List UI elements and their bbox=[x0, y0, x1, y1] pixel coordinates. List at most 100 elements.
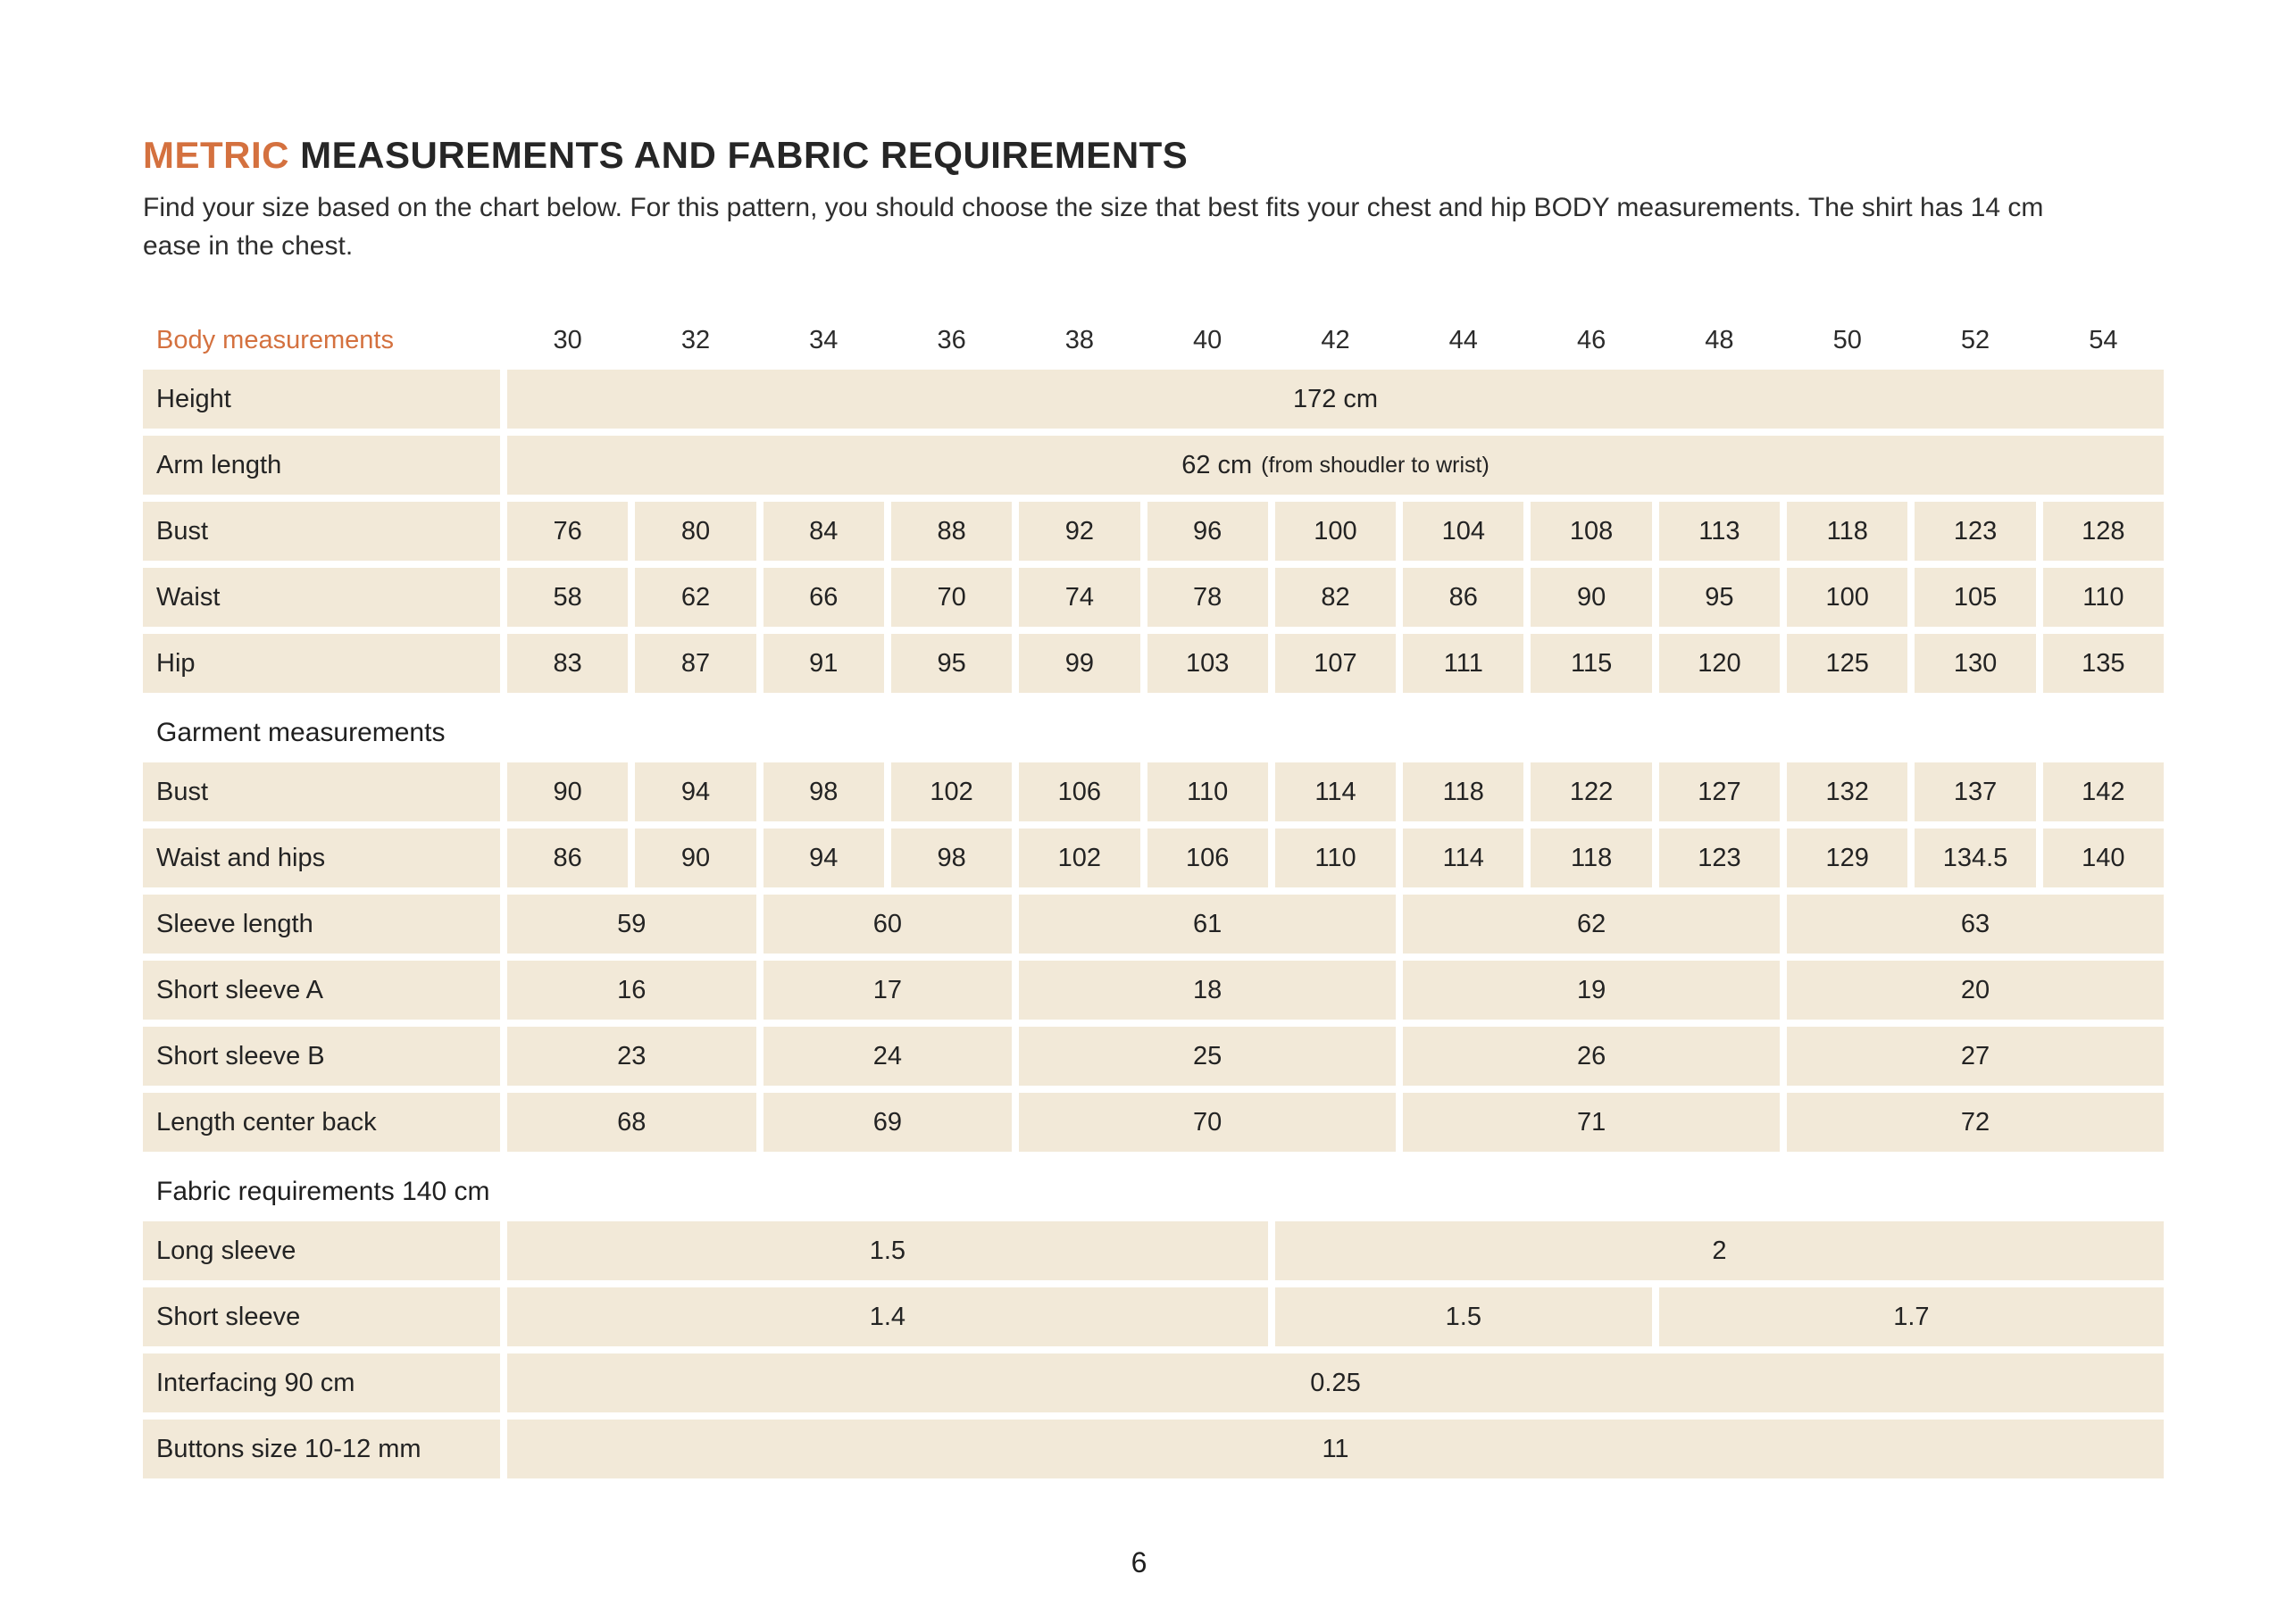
pattern-size-page: METRIC MEASUREMENTS AND FABRIC REQUIREME… bbox=[143, 134, 2164, 1479]
size-column-header: 46 bbox=[1576, 326, 1606, 355]
value-cell: 118 bbox=[1531, 829, 1652, 888]
value-cell: 62 bbox=[635, 568, 756, 628]
value-cell: 105 bbox=[1915, 568, 2036, 628]
value-cell: 120 bbox=[1658, 634, 1781, 694]
value-cell: 70 bbox=[890, 568, 1013, 628]
row-label: Length center back bbox=[143, 1093, 500, 1153]
row-label: Bust bbox=[143, 502, 500, 562]
table-row: Short sleeve A 16 17 18 19 20 bbox=[143, 961, 2164, 1020]
size-column-header: 52 bbox=[1960, 326, 1990, 355]
value-cell: 132 bbox=[1787, 762, 1908, 822]
value-cell: 0.25 bbox=[507, 1353, 2164, 1413]
value-cell: 94 bbox=[763, 829, 884, 888]
table-row: Waist and hips 86 90 94 98 102 106 110 114 118 123… bbox=[143, 829, 2164, 888]
size-header-row: Body measurements 30 32 34 36 38 40 42 44 46 48 50… bbox=[143, 326, 2164, 355]
value-cell: 140 bbox=[2042, 829, 2164, 888]
table-row: Short sleeve 1.4 1.5 1.7 bbox=[143, 1287, 2164, 1347]
value-cell: 115 bbox=[1531, 634, 1652, 694]
value-cell: 111 bbox=[1403, 634, 1524, 694]
value-cell: 100 bbox=[1274, 502, 1397, 562]
value-cell: 60 bbox=[763, 895, 1013, 954]
value-cell: 137 bbox=[1915, 762, 2036, 822]
value-cell: 17 bbox=[763, 961, 1013, 1020]
value-cell: 95 bbox=[890, 634, 1013, 694]
size-column-header: 32 bbox=[680, 326, 711, 355]
value-cell: 102 bbox=[890, 762, 1013, 822]
value-cell: 96 bbox=[1147, 502, 1268, 562]
value-cell: 104 bbox=[1403, 502, 1524, 562]
value-cell: 62 bbox=[1403, 895, 1781, 954]
size-column-header: 48 bbox=[1705, 326, 1734, 355]
value-cell: 142 bbox=[2042, 762, 2164, 822]
value-cell: 82 bbox=[1274, 568, 1397, 628]
value-cell: 69 bbox=[763, 1093, 1013, 1153]
value-cell: 24 bbox=[763, 1027, 1013, 1087]
page-title-highlight: METRIC bbox=[143, 134, 289, 176]
value-cell: 90 bbox=[1531, 568, 1652, 628]
value-cell: 123 bbox=[1915, 502, 2036, 562]
value-cell: 118 bbox=[1403, 762, 1524, 822]
value-cell: 1.5 bbox=[507, 1221, 1268, 1281]
page-title-rest: MEASUREMENTS AND FABRIC REQUIREMENTS bbox=[300, 134, 1189, 176]
value-cell: 68 bbox=[507, 1093, 756, 1153]
value-cell: 106 bbox=[1147, 829, 1268, 888]
table-row: Arm length 62 cm (from shoudler to wrist) bbox=[143, 436, 2164, 496]
value-cell: 86 bbox=[507, 829, 629, 888]
row-label: Short sleeve bbox=[143, 1287, 500, 1347]
row-label: Short sleeve B bbox=[143, 1027, 500, 1087]
value-cell: 95 bbox=[1658, 568, 1781, 628]
size-column-header: 44 bbox=[1448, 326, 1478, 355]
table-row: Height 172 cm bbox=[143, 370, 2164, 429]
value-cell: 100 bbox=[1787, 568, 1908, 628]
value-cell: 122 bbox=[1531, 762, 1652, 822]
value-cell: 2 bbox=[1274, 1221, 2164, 1281]
value-cell: 94 bbox=[635, 762, 756, 822]
size-column-header: 42 bbox=[1321, 326, 1350, 355]
value-cell: 110 bbox=[1147, 762, 1268, 822]
table-row: Short sleeve B 23 24 25 26 27 bbox=[143, 1027, 2164, 1087]
body-measurements-label: Body measurements bbox=[156, 326, 394, 355]
value-cell: 130 bbox=[1915, 634, 2036, 694]
value-cell: 76 bbox=[507, 502, 629, 562]
value-cell: 70 bbox=[1019, 1093, 1397, 1153]
value-cell: 61 bbox=[1019, 895, 1397, 954]
section-label: Garment measurements bbox=[156, 718, 446, 748]
value-cell: 84 bbox=[763, 502, 884, 562]
page-number: 6 bbox=[1131, 1546, 1147, 1578]
value-cell: 90 bbox=[635, 829, 756, 888]
value-cell: 59 bbox=[507, 895, 756, 954]
size-column-header: 40 bbox=[1193, 326, 1222, 355]
table-row: Length center back 68 69 70 71 72 bbox=[143, 1093, 2164, 1153]
value-cell: 114 bbox=[1274, 762, 1397, 822]
value-cell: 113 bbox=[1658, 502, 1781, 562]
value-cell: 110 bbox=[2042, 568, 2164, 628]
value-cell: 72 bbox=[1787, 1093, 2164, 1153]
value-cell: 92 bbox=[1019, 502, 1140, 562]
value-cell: 110 bbox=[1274, 829, 1397, 888]
value-cell: 102 bbox=[1019, 829, 1140, 888]
value-cell: 80 bbox=[635, 502, 756, 562]
size-column-header: 38 bbox=[1064, 326, 1094, 355]
row-label: Buttons size 10-12 mm bbox=[143, 1420, 500, 1479]
size-column-header: 50 bbox=[1832, 326, 1862, 355]
value-cell: 114 bbox=[1403, 829, 1524, 888]
row-label: Height bbox=[143, 370, 500, 429]
value-cell: 19 bbox=[1403, 961, 1781, 1020]
value-cell: 1.5 bbox=[1274, 1287, 1652, 1347]
value-cell: 98 bbox=[763, 762, 884, 822]
value-cell: 18 bbox=[1019, 961, 1397, 1020]
value-cell: 63 bbox=[1787, 895, 2164, 954]
row-label: Interfacing 90 cm bbox=[143, 1353, 500, 1413]
size-column-header: 54 bbox=[2089, 326, 2118, 355]
value-cell: 129 bbox=[1787, 829, 1908, 888]
value-cell: 16 bbox=[507, 961, 756, 1020]
value-cell: 88 bbox=[890, 502, 1013, 562]
table-row: Bust 90 94 98 102 106 110 114 118 122 127 132 137 142 bbox=[143, 762, 2164, 822]
value-cell: 87 bbox=[635, 634, 756, 694]
row-label: Bust bbox=[143, 762, 500, 822]
row-label: Hip bbox=[143, 634, 500, 694]
value-cell: 25 bbox=[1019, 1027, 1397, 1087]
value-cell: 107 bbox=[1274, 634, 1397, 694]
value-cell: 1.7 bbox=[1658, 1287, 2164, 1347]
value-cell: 98 bbox=[890, 829, 1013, 888]
